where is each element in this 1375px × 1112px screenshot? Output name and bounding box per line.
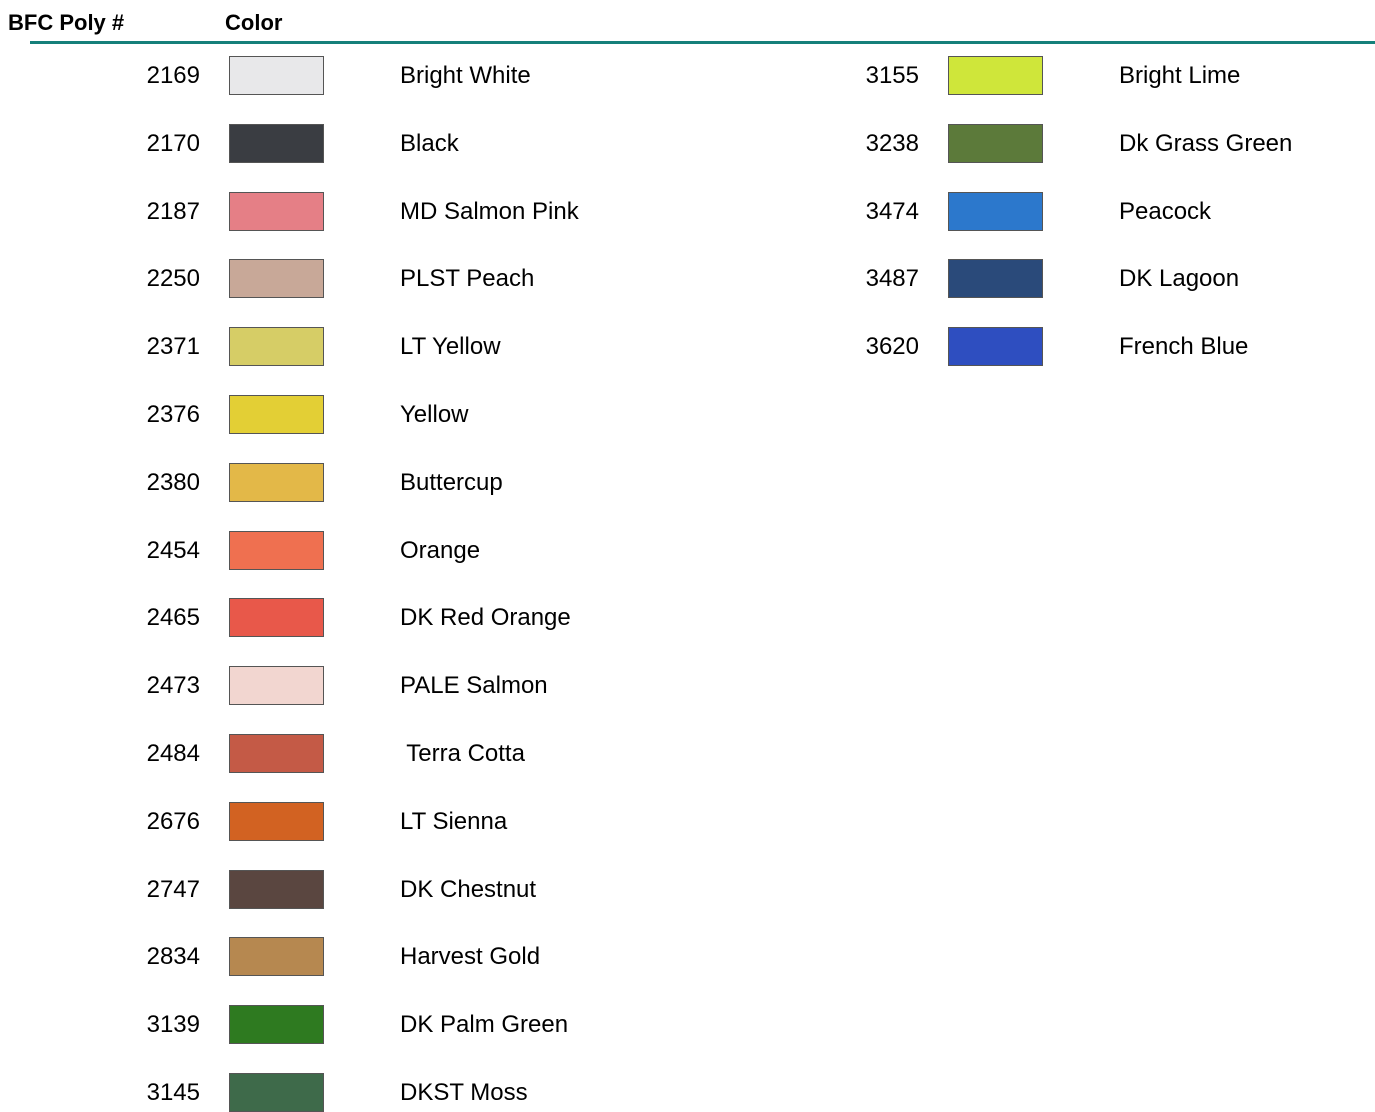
page: Thread colors {"header": {"number": "BFC… <box>0 0 1375 1111</box>
thread-number: 2484 <box>120 742 200 766</box>
color-swatch <box>229 531 324 570</box>
thread-number: 3487 <box>839 267 919 291</box>
thread-name: Bright Lime <box>1119 64 1240 88</box>
thread-name: Buttercup <box>400 471 503 495</box>
color-swatch <box>948 327 1043 366</box>
color-swatch <box>948 124 1043 163</box>
thread-number: 2465 <box>120 606 200 630</box>
thread-name: Terra Cotta <box>400 742 525 766</box>
color-swatch <box>229 666 324 705</box>
thread-name: DK Red Orange <box>400 606 571 630</box>
header-number: BFC Poly # <box>8 12 124 34</box>
thread-number: 3139 <box>120 1013 200 1037</box>
thread-name: Dk Grass Green <box>1119 132 1292 156</box>
thread-name: Peacock <box>1119 200 1211 224</box>
thread-name: PLST Peach <box>400 267 534 291</box>
thread-name: Harvest Gold <box>400 945 540 969</box>
document: BFC Poly # Color (() => { const data = J… <box>0 0 1375 1111</box>
thread-name: PALE Salmon <box>400 674 548 698</box>
thread-number: 2170 <box>120 132 200 156</box>
thread-number: 2376 <box>120 403 200 427</box>
thread-name: Black <box>400 132 459 156</box>
color-swatch <box>948 192 1043 231</box>
thread-number: 2473 <box>120 674 200 698</box>
thread-number: 3620 <box>839 335 919 359</box>
thread-number: 3155 <box>839 64 919 88</box>
color-swatch <box>229 870 324 909</box>
color-swatch <box>948 259 1043 298</box>
header-rule <box>30 41 1375 44</box>
color-swatch <box>229 734 324 773</box>
thread-number: 3238 <box>839 132 919 156</box>
thread-name: Orange <box>400 539 480 563</box>
thread-name: DK Palm Green <box>400 1013 568 1037</box>
color-swatch <box>229 192 324 231</box>
color-swatch <box>229 1073 324 1112</box>
color-swatch <box>229 124 324 163</box>
thread-number: 2676 <box>120 810 200 834</box>
thread-number: 2834 <box>120 945 200 969</box>
thread-number: 2747 <box>120 878 200 902</box>
color-swatch <box>229 937 324 976</box>
color-swatch <box>948 56 1043 95</box>
color-swatch <box>229 1005 324 1044</box>
color-swatch <box>229 802 324 841</box>
thread-number: 2371 <box>120 335 200 359</box>
thread-number: 2169 <box>120 64 200 88</box>
thread-name: French Blue <box>1119 335 1248 359</box>
thread-number: 3474 <box>839 200 919 224</box>
thread-name: DK Lagoon <box>1119 267 1239 291</box>
color-swatch <box>229 327 324 366</box>
thread-name: Bright White <box>400 64 531 88</box>
header-color: Color <box>225 12 282 34</box>
thread-name: MD Salmon Pink <box>400 200 579 224</box>
color-swatch <box>229 395 324 434</box>
thread-name: DKST Moss <box>400 1081 528 1105</box>
thread-name: Yellow <box>400 403 469 427</box>
thread-number: 3145 <box>120 1081 200 1105</box>
thread-name: LT Sienna <box>400 810 507 834</box>
thread-number: 2380 <box>120 471 200 495</box>
thread-number: 2454 <box>120 539 200 563</box>
thread-name: LT Yellow <box>400 335 501 359</box>
thread-name: DK Chestnut <box>400 878 536 902</box>
color-swatch <box>229 463 324 502</box>
color-swatch <box>229 259 324 298</box>
color-swatch <box>229 56 324 95</box>
thread-number: 2187 <box>120 200 200 224</box>
thread-number: 2250 <box>120 267 200 291</box>
color-swatch <box>229 598 324 637</box>
